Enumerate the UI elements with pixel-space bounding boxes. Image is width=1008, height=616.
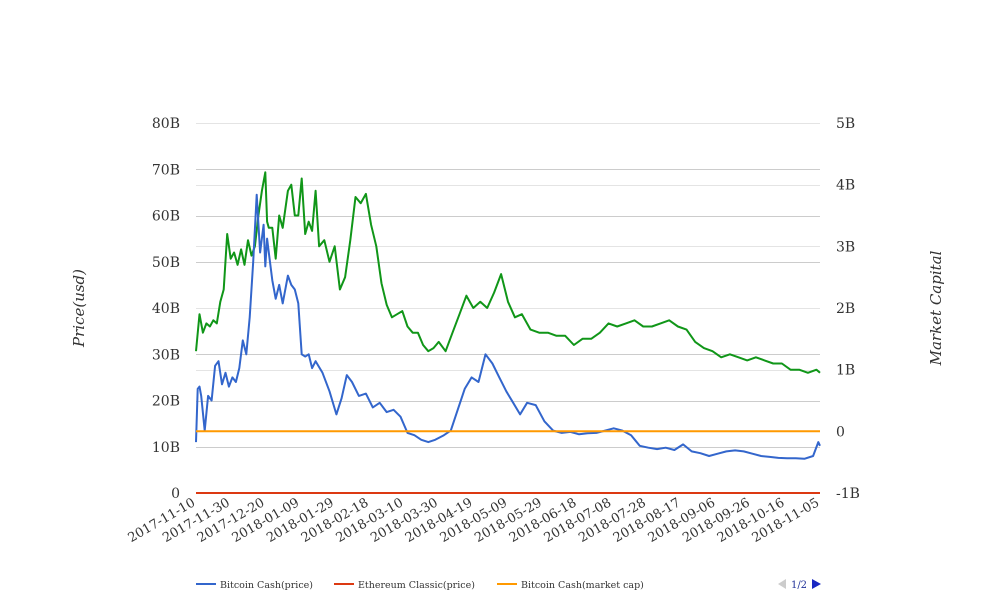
y-axis-ticks: 0 10B 20B 30B 40B 50B 60B 70B 80B	[152, 116, 180, 502]
x-axis-ticks: 2017-11-102017-11-302017-12-202018-01-09…	[126, 495, 822, 545]
y-tick-label: 60B	[152, 209, 180, 225]
y-tick-label: 80B	[152, 116, 180, 132]
y-tick-label: 10B	[152, 440, 180, 456]
chart-legend: Bitcoin Cash(price) Ethereum Classic(pric…	[196, 580, 644, 591]
legend-page-indicator: 1/2	[791, 580, 807, 591]
y-tick-label: 40B	[152, 301, 180, 317]
y-axis-title: Price(usd)	[70, 269, 88, 348]
y-tick-label: 50B	[152, 255, 180, 271]
y2-tick-label: 3B	[836, 239, 855, 255]
y2-tick-label: 2B	[836, 301, 855, 317]
y-tick-label: 20B	[152, 394, 180, 410]
y-tick-label: 70B	[152, 162, 180, 178]
series-line-bitcoin-cash-price	[195, 193, 821, 460]
grid-lines	[196, 123, 820, 494]
series-line-unlabeled	[195, 171, 821, 374]
y2-tick-label: -1B	[836, 486, 860, 502]
y-tick-label: 0	[171, 486, 180, 502]
y2-tick-label: 5B	[836, 116, 855, 132]
y2-tick-label: 4B	[836, 178, 855, 194]
y2-tick-label: 0	[836, 424, 845, 440]
y2-axis-title: Market Capital	[927, 250, 945, 366]
legend-item-label: Bitcoin Cash(market cap)	[521, 580, 644, 591]
legend-item-label: Bitcoin Cash(price)	[220, 580, 313, 591]
next-page-icon[interactable]	[812, 579, 821, 589]
legend-item-label: Ethereum Classic(price)	[358, 580, 475, 591]
y2-axis-ticks: -1B 0 1B 2B 3B 4B 5B	[836, 116, 860, 502]
y-tick-label: 30B	[152, 347, 180, 363]
chart-series	[195, 171, 821, 494]
prev-page-icon[interactable]	[778, 579, 786, 589]
legend-pager: 1/2	[778, 579, 821, 591]
y2-tick-label: 1B	[836, 363, 855, 379]
